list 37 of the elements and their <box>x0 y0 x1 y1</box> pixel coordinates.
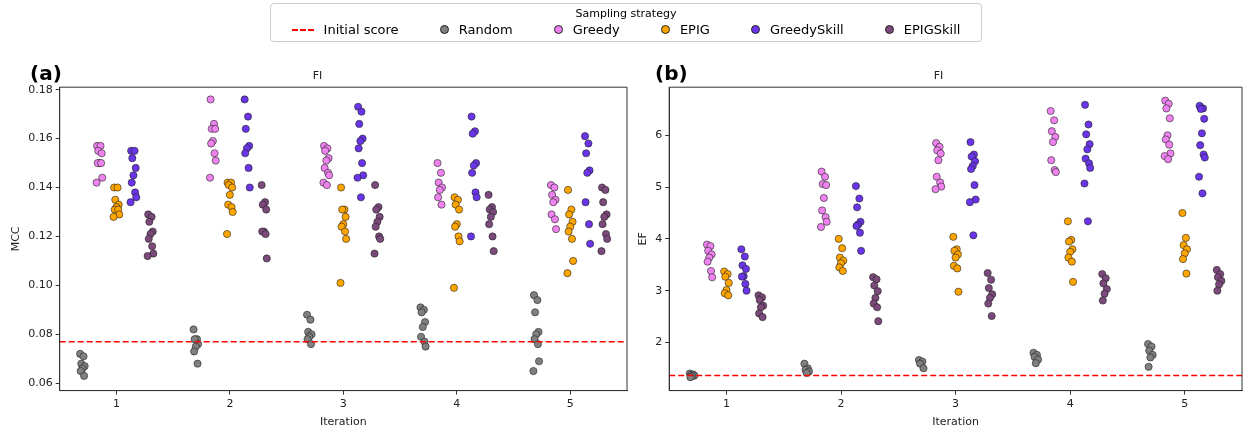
legend-label: GreedySkill <box>769 22 844 37</box>
x-tick-label: 4 <box>1066 397 1074 411</box>
chart-title: FI <box>312 69 323 83</box>
x-tick-label: 4 <box>453 397 461 411</box>
chart-title: FI <box>933 69 944 83</box>
x-tick-label: 1 <box>722 397 730 411</box>
y-tick-label: 6 <box>655 128 663 142</box>
y-axis-title: MCC <box>9 226 23 252</box>
x-tick-label: 5 <box>566 397 574 411</box>
x-tick-label: 1 <box>112 397 120 411</box>
y-tick-label: 0.14 <box>28 180 53 194</box>
y-tick-label: 3 <box>655 283 663 297</box>
y-tick-label: 4 <box>655 231 663 245</box>
x-tick-label: 2 <box>226 397 234 411</box>
text: (b) <box>655 61 688 85</box>
x-tick-label: 5 <box>1181 397 1189 411</box>
y-tick-label: 0.16 <box>28 131 53 145</box>
legend-label: EPIGSkill <box>903 22 961 37</box>
y-tick-label: 0.12 <box>28 229 53 243</box>
legend-label: Greedy <box>572 22 620 37</box>
y-tick-label: 0.10 <box>28 278 53 292</box>
y-tick-label: 0.18 <box>28 82 53 96</box>
x-axis-title: Iteration <box>320 415 367 429</box>
x-tick-label: 3 <box>952 397 960 411</box>
y-tick-label: 5 <box>655 179 663 193</box>
legend-title: Sampling strategy <box>574 7 678 20</box>
legend-label: Random <box>458 22 513 37</box>
y-axis-title: EF <box>636 232 650 246</box>
legend-label: Initial score <box>323 22 399 37</box>
y-tick-label: 0.08 <box>28 327 53 341</box>
x-axis-title: Iteration <box>932 415 979 429</box>
legend-label: EPIG <box>679 22 710 37</box>
text: (a) <box>30 61 62 85</box>
y-tick-label: 0.06 <box>28 376 53 390</box>
y-tick-label: 2 <box>655 335 663 349</box>
x-tick-label: 3 <box>339 397 347 411</box>
x-tick-label: 2 <box>837 397 845 411</box>
